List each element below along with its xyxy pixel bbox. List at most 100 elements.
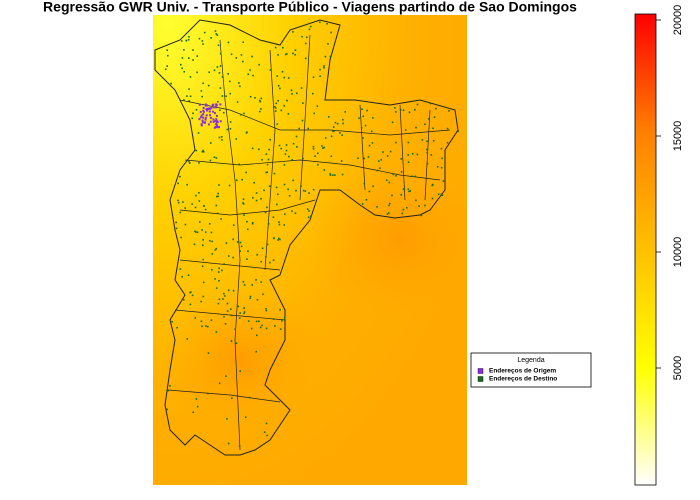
destination-point xyxy=(272,216,275,219)
destination-point xyxy=(361,203,364,205)
destination-point xyxy=(202,258,204,261)
destination-point xyxy=(260,97,263,100)
destination-point xyxy=(202,281,205,284)
destination-point xyxy=(392,173,395,176)
destination-point xyxy=(194,317,197,319)
destination-point xyxy=(415,199,417,202)
destination-point xyxy=(285,149,288,152)
destination-point xyxy=(208,71,211,74)
destination-point xyxy=(290,89,293,92)
destination-point xyxy=(238,317,241,319)
destination-point xyxy=(260,281,262,283)
destination-point xyxy=(188,57,190,59)
district-lines xyxy=(167,34,451,451)
destination-point xyxy=(304,57,307,60)
destination-point xyxy=(191,294,194,297)
destination-point xyxy=(214,30,217,32)
destination-point xyxy=(389,150,392,153)
destination-point xyxy=(215,204,218,207)
destination-point xyxy=(258,99,261,102)
destination-point xyxy=(386,213,389,215)
destination-point xyxy=(339,132,341,134)
destination-point xyxy=(263,431,266,433)
destination-point xyxy=(228,80,231,83)
destination-point xyxy=(167,54,169,57)
destination-point xyxy=(317,163,319,166)
destination-point xyxy=(260,260,263,263)
destination-point xyxy=(262,293,264,296)
destination-point xyxy=(446,141,449,144)
destination-point xyxy=(206,392,209,395)
destination-point xyxy=(221,95,224,97)
destination-point xyxy=(273,172,276,175)
destination-point xyxy=(279,328,282,331)
destination-point xyxy=(395,174,397,177)
destination-point xyxy=(226,128,229,131)
destination-point xyxy=(322,147,324,149)
destination-point xyxy=(187,274,190,277)
destination-point xyxy=(365,198,368,201)
destination-point xyxy=(288,155,290,158)
destination-point xyxy=(283,224,286,226)
destination-point xyxy=(204,231,207,233)
destination-point xyxy=(218,267,220,270)
destination-point xyxy=(230,397,233,399)
destination-point xyxy=(300,87,303,89)
destination-point xyxy=(441,194,444,197)
destination-point xyxy=(256,298,259,301)
destination-point xyxy=(251,222,254,224)
destination-point xyxy=(448,110,450,112)
destination-point xyxy=(296,146,298,148)
destination-point xyxy=(304,42,307,45)
map-title: Regressão GWR Univ. - Transporte Público… xyxy=(43,0,577,15)
destination-point xyxy=(164,68,167,71)
destination-point xyxy=(280,147,283,150)
destination-point xyxy=(202,238,204,241)
destination-point xyxy=(294,49,297,51)
destination-point xyxy=(219,109,221,112)
destination-point xyxy=(211,268,213,271)
destination-point xyxy=(240,245,243,248)
destination-point xyxy=(295,92,298,95)
destination-point xyxy=(180,40,183,42)
legend-swatch xyxy=(477,368,484,374)
destination-point xyxy=(249,297,252,300)
destination-point xyxy=(408,111,411,114)
destination-point xyxy=(198,200,201,202)
destination-point xyxy=(248,396,251,399)
destination-point xyxy=(272,259,275,261)
destination-point xyxy=(295,135,298,138)
destination-point xyxy=(287,113,290,115)
origin-point xyxy=(198,118,201,121)
origin-point xyxy=(202,109,205,112)
destination-point xyxy=(368,190,371,193)
destination-point xyxy=(332,130,334,133)
destination-point xyxy=(234,328,237,331)
destination-point xyxy=(221,76,224,78)
destination-point xyxy=(232,256,234,259)
destination-point xyxy=(215,331,218,333)
origin-point xyxy=(199,110,202,113)
destination-point xyxy=(411,175,413,178)
origin-point xyxy=(204,103,207,106)
origin-point xyxy=(209,107,212,110)
destination-point xyxy=(180,236,183,239)
origin-point xyxy=(215,118,218,121)
destination-point xyxy=(202,150,205,153)
destination-point xyxy=(407,154,410,156)
origin-point xyxy=(200,114,203,117)
destination-point xyxy=(203,205,205,207)
destination-point xyxy=(261,247,264,250)
destination-point xyxy=(274,107,277,109)
destination-point xyxy=(195,194,197,197)
destination-point xyxy=(321,145,323,147)
destination-point xyxy=(186,338,189,340)
destination-point xyxy=(306,208,309,210)
destination-point xyxy=(218,279,220,282)
destination-point xyxy=(179,175,181,178)
destination-point xyxy=(243,307,245,309)
destination-point xyxy=(251,284,254,286)
destination-point xyxy=(210,231,213,234)
destination-point xyxy=(175,221,177,224)
destination-point xyxy=(376,206,378,208)
